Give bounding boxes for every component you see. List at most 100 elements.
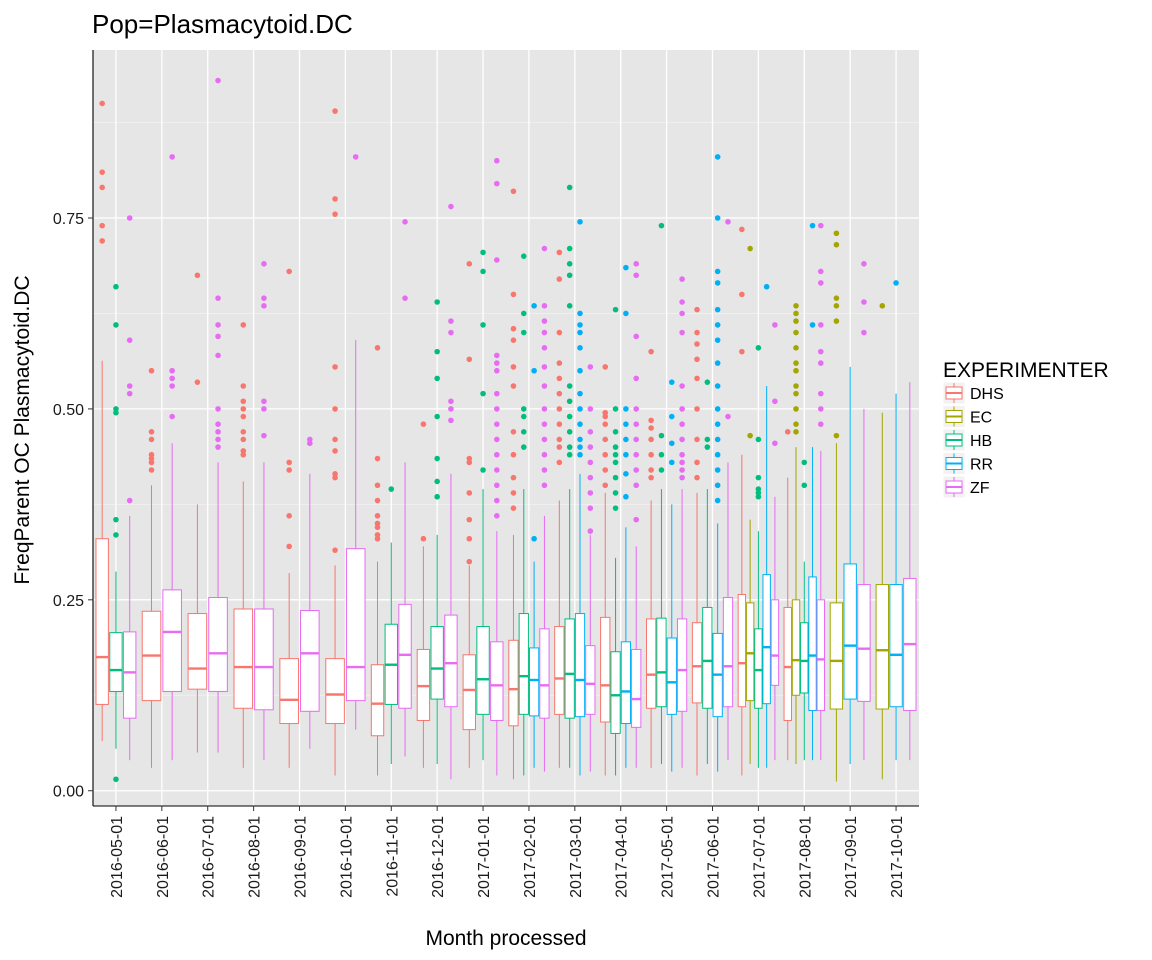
- x-tick-label: 2017-07-01: [751, 816, 768, 898]
- outlier-point: [633, 482, 640, 489]
- outlier-point: [587, 490, 594, 496]
- box-zf-2017-09-01: [857, 261, 871, 761]
- outlier-point: [448, 417, 454, 424]
- outlier-point: [809, 322, 816, 328]
- outlier-point: [679, 459, 685, 466]
- outlier-point: [541, 345, 548, 351]
- outlier-point: [725, 219, 731, 225]
- outlier-point: [556, 390, 563, 397]
- outlier-point: [113, 776, 119, 783]
- outlier-point: [577, 367, 583, 374]
- box-marks: [95, 77, 917, 783]
- outlier-point: [739, 226, 745, 233]
- outlier-point: [494, 257, 500, 263]
- outlier-point: [566, 383, 573, 389]
- outlier-point: [240, 451, 247, 458]
- outlier-point: [169, 413, 175, 420]
- outlier-point: [623, 493, 629, 500]
- outlier-point: [577, 322, 583, 328]
- outlier-point: [714, 337, 721, 343]
- outlier-point: [714, 482, 721, 489]
- outlier-point: [215, 77, 221, 84]
- outlier-point: [434, 413, 440, 420]
- outlier-point: [566, 303, 573, 309]
- outlier-point: [113, 322, 119, 328]
- outlier-point: [648, 436, 654, 443]
- outlier-point: [541, 318, 548, 324]
- outlier-point: [520, 413, 527, 420]
- outlier-point: [679, 474, 685, 481]
- outlier-point: [448, 398, 454, 405]
- legend-label: RR: [970, 457, 993, 474]
- outlier-point: [833, 318, 840, 324]
- box-body: [754, 628, 763, 709]
- outlier-point: [215, 444, 221, 450]
- outlier-point: [148, 367, 155, 374]
- outlier-point: [520, 329, 527, 336]
- box-body: [162, 589, 182, 692]
- outlier-point: [126, 390, 133, 397]
- outlier-point: [556, 375, 563, 382]
- outlier-point: [817, 421, 824, 427]
- outlier-point: [861, 299, 867, 305]
- legend-item-rr: RR: [942, 452, 993, 475]
- x-tick-label: 2016-11-01: [384, 816, 401, 897]
- box-zf-2017-02-01: [539, 245, 550, 772]
- outlier-point: [494, 513, 500, 519]
- outlier-point: [510, 364, 517, 370]
- box-body: [279, 658, 299, 725]
- outlier-point: [623, 406, 629, 412]
- outlier-point: [541, 436, 548, 443]
- legend-item-hb: HB: [942, 428, 992, 452]
- outlier-point: [494, 360, 500, 366]
- outlier-point: [755, 493, 762, 500]
- outlier-point: [714, 497, 721, 504]
- box-body: [254, 608, 274, 711]
- box-ec-2017-10-01: [875, 303, 889, 780]
- box-hb-2016-11-01: [384, 486, 398, 764]
- outlier-point: [541, 383, 548, 389]
- box-body: [783, 606, 792, 721]
- box-body: [791, 599, 801, 696]
- outlier-point: [623, 264, 629, 271]
- outlier-point: [388, 486, 395, 492]
- box-body: [808, 576, 817, 712]
- outlier-point: [587, 406, 594, 412]
- outlier-point: [755, 345, 762, 351]
- outlier-point: [793, 406, 799, 412]
- outlier-point: [612, 406, 619, 412]
- box-body: [476, 626, 490, 715]
- box-hb-2017-04-01: [610, 306, 621, 776]
- outlier-point: [148, 459, 155, 466]
- outlier-point: [694, 341, 700, 347]
- box-body: [857, 584, 871, 702]
- outlier-point: [793, 310, 799, 317]
- outlier-point: [434, 478, 440, 485]
- outlier-point: [577, 436, 583, 443]
- outlier-point: [215, 352, 221, 359]
- outlier-point: [466, 516, 473, 523]
- outlier-point: [240, 429, 247, 435]
- box-body: [233, 608, 254, 709]
- outlier-point: [623, 451, 629, 458]
- box-body: [554, 626, 565, 715]
- outlier-point: [648, 417, 654, 424]
- box-body: [462, 654, 476, 731]
- outlier-point: [633, 516, 640, 523]
- outlier-point: [541, 364, 548, 370]
- outlier-point: [668, 459, 675, 466]
- outlier-point: [240, 436, 247, 443]
- outlier-point: [633, 333, 640, 340]
- outlier-point: [714, 451, 721, 458]
- outlier-point: [714, 383, 721, 389]
- outlier-point: [587, 444, 594, 450]
- outlier-point: [714, 280, 721, 286]
- outlier-point: [126, 497, 133, 504]
- outlier-point: [577, 310, 583, 317]
- box-zf-2017-01-01: [490, 157, 504, 776]
- outlier-point: [817, 390, 824, 397]
- outlier-point: [633, 421, 640, 427]
- outlier-point: [679, 310, 685, 317]
- outlier-point: [99, 100, 105, 107]
- outlier-point: [541, 406, 548, 412]
